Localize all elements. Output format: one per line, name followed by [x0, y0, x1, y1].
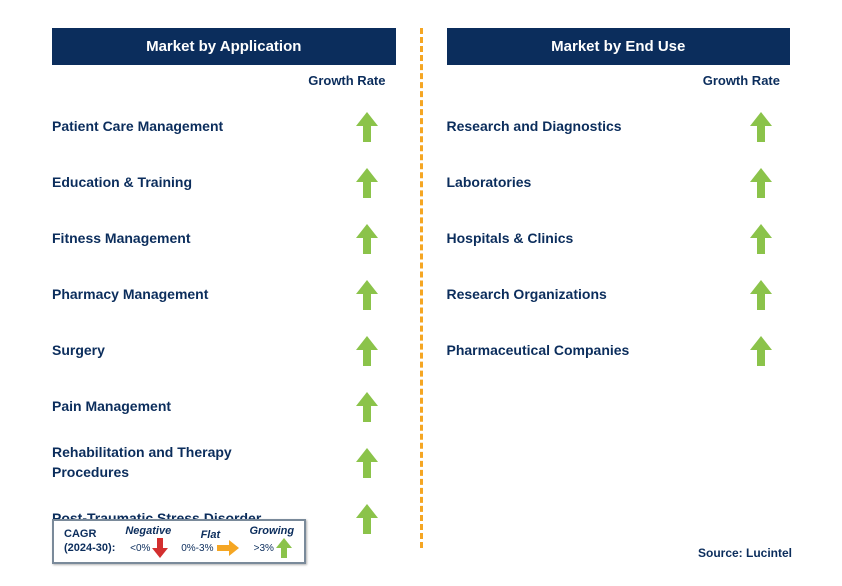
arrow-right-icon — [217, 542, 239, 554]
arrow-up-icon — [358, 224, 376, 254]
arrow-up-icon — [752, 280, 770, 310]
right-items: Research and Diagnostics Laboratories Hosp… — [447, 106, 791, 372]
right-title: Market by End Use — [447, 28, 791, 65]
item-label: Hospitals & Clinics — [447, 229, 574, 249]
arrow-up-icon — [358, 448, 376, 478]
legend-negative: Negative <0% — [125, 525, 171, 558]
list-item: Pharmaceutical Companies — [447, 330, 791, 372]
arrow-up-icon — [752, 112, 770, 142]
item-label: Pharmaceutical Companies — [447, 341, 630, 361]
list-item: Fitness Management — [52, 218, 396, 260]
right-column: Market by End Use Growth Rate Research a… — [423, 28, 815, 548]
legend-flat: Flat 0%-3% — [181, 529, 239, 554]
main-container: Market by Application Growth Rate Patien… — [28, 28, 814, 548]
arrow-up-icon — [752, 168, 770, 198]
arrow-down-icon — [154, 538, 166, 558]
left-title: Market by Application — [52, 28, 396, 65]
legend-negative-range: <0% — [130, 543, 150, 554]
legend-flat-label: Flat — [201, 529, 221, 541]
arrow-up-icon — [358, 504, 376, 534]
item-label: Pain Management — [52, 397, 171, 417]
list-item: Pain Management — [52, 386, 396, 428]
list-item: Hospitals & Clinics — [447, 218, 791, 260]
list-item: Research Organizations — [447, 274, 791, 316]
legend-box: CAGR (2024-30): Negative <0% Flat 0%-3% … — [52, 519, 306, 564]
left-sub-label: Growth Rate — [52, 73, 396, 88]
item-label: Research and Diagnostics — [447, 117, 622, 137]
legend-prefix-1: CAGR — [64, 528, 96, 540]
item-label: Laboratories — [447, 173, 532, 193]
arrow-up-icon — [752, 224, 770, 254]
source-label: Source: Lucintel — [698, 546, 792, 560]
arrow-up-icon — [358, 336, 376, 366]
legend-growing-label: Growing — [249, 525, 294, 537]
legend-growing-range: >3% — [254, 543, 274, 554]
left-items: Patient Care Management Education & Train… — [52, 106, 396, 540]
item-label: Rehabilitation and Therapy Procedures — [52, 443, 292, 482]
list-item: Surgery — [52, 330, 396, 372]
arrow-up-icon — [358, 392, 376, 422]
item-label: Research Organizations — [447, 285, 607, 305]
legend-negative-label: Negative — [125, 525, 171, 537]
item-label: Surgery — [52, 341, 105, 361]
arrow-up-icon — [358, 168, 376, 198]
list-item: Laboratories — [447, 162, 791, 204]
item-label: Education & Training — [52, 173, 192, 193]
arrow-up-icon — [358, 112, 376, 142]
item-label: Patient Care Management — [52, 117, 223, 137]
list-item: Research and Diagnostics — [447, 106, 791, 148]
right-sub-label: Growth Rate — [447, 73, 791, 88]
list-item: Pharmacy Management — [52, 274, 396, 316]
legend-growing: Growing >3% — [249, 525, 294, 558]
arrow-up-icon — [752, 336, 770, 366]
list-item: Patient Care Management — [52, 106, 396, 148]
arrow-up-icon — [278, 538, 290, 558]
item-label: Fitness Management — [52, 229, 190, 249]
list-item: Education & Training — [52, 162, 396, 204]
legend-flat-range: 0%-3% — [181, 543, 213, 554]
arrow-up-icon — [358, 280, 376, 310]
legend-prefix: CAGR (2024-30): — [64, 528, 115, 554]
item-label: Pharmacy Management — [52, 285, 208, 305]
list-item: Rehabilitation and Therapy Procedures — [52, 442, 396, 484]
left-column: Market by Application Growth Rate Patien… — [28, 28, 420, 548]
legend-prefix-2: (2024-30): — [64, 542, 115, 554]
